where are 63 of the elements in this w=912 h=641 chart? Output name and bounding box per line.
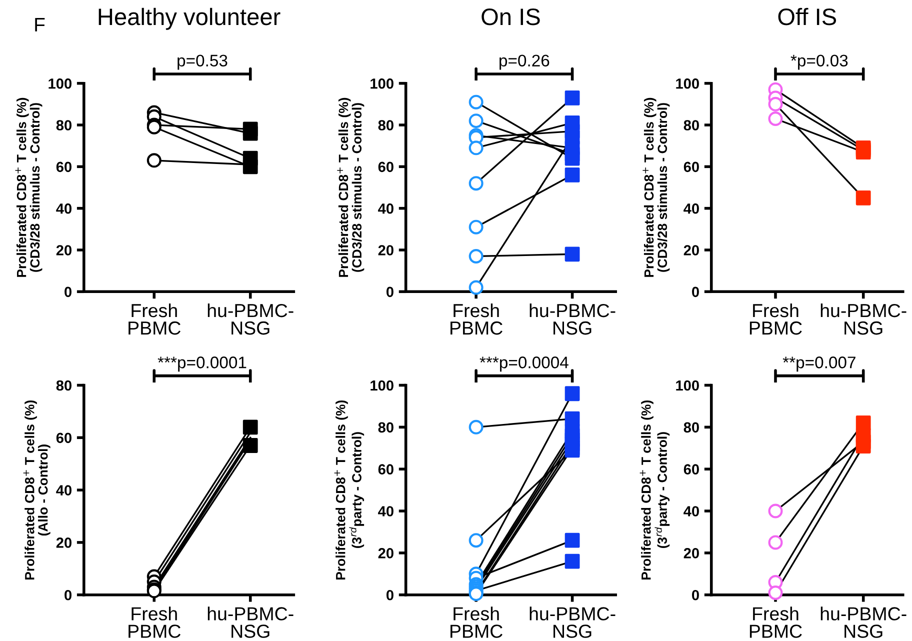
x-tick-label: hu-PBMC- NSG <box>208 606 294 638</box>
x-tick-label: Fresh PBMC <box>128 606 181 638</box>
y-tick-label: 60 <box>56 432 72 444</box>
y-tick-label: 80 <box>56 380 72 391</box>
y-tick-label: 60 <box>378 162 394 172</box>
text: ***p=0.0001 <box>158 356 246 372</box>
text: Proliferated CD8$^{+}$ T cells (%) (3$^{rd}$party - Control) <box>640 400 670 580</box>
chart-title: Healthy volunteer <box>98 8 280 30</box>
y-tick-label: 0 <box>64 286 72 298</box>
y-tick-label: 0 <box>386 590 394 600</box>
x-tick-label: Fresh PBMC <box>750 606 802 638</box>
y-tick-label: 80 <box>684 120 699 130</box>
y-tick-label: 60 <box>378 464 394 475</box>
text: Proliferated CD8$^{+}$ T cells (%) (3$^{rd}$party - Control) <box>334 400 364 580</box>
y-tick-label: 100 <box>370 380 394 391</box>
x-tick-label: hu-PBMC- NSG <box>530 606 616 638</box>
y-axis-title: Proliferated CD8$^{+}$ T cells (%) (CD3/28 stimulus - Control) <box>642 98 670 277</box>
x-tick-label: hu-PBMC- NSG <box>208 303 294 335</box>
y-tick-label: 100 <box>676 78 699 89</box>
y-tick-label: 60 <box>684 162 699 172</box>
y-tick-label: 40 <box>56 203 72 214</box>
y-tick-label: 0 <box>386 286 394 298</box>
y-tick-label: 60 <box>684 464 699 475</box>
y-axis-title: Proliferated CD8$^{+}$ T cells (%) (CD3/28 stimulus - Control) <box>337 98 364 277</box>
y-tick-label: 40 <box>56 485 72 496</box>
y-tick-label: 80 <box>56 120 72 130</box>
y-tick-label: 100 <box>676 380 699 391</box>
y-tick-label: 100 <box>370 78 394 89</box>
y-tick-label: 20 <box>378 548 394 558</box>
y-tick-label: 60 <box>56 162 72 172</box>
y-tick-label: 20 <box>56 538 72 548</box>
y-tick-label: 80 <box>378 120 394 130</box>
y-tick-label: 40 <box>684 506 699 516</box>
text: p=0.26 <box>500 54 550 70</box>
text: p=0.53 <box>178 54 228 70</box>
text: **p=0.007 <box>782 356 856 372</box>
text: F <box>35 18 45 32</box>
x-tick-label: hu-PBMC- NSG <box>820 606 906 638</box>
x-tick-label: Fresh PBMC <box>450 303 502 335</box>
text: ***p=0.0004 <box>480 356 568 372</box>
y-tick-label: 0 <box>692 590 699 600</box>
y-tick-label: 40 <box>378 203 394 214</box>
y-tick-label: 20 <box>378 245 394 256</box>
y-tick-label: 80 <box>378 422 394 433</box>
chart-title: Off IS <box>778 8 836 26</box>
x-tick-label: Fresh PBMC <box>750 303 802 335</box>
y-tick-label: 0 <box>64 590 72 600</box>
y-axis-title: Proliferated CD8$^{+}$ T cells (%) (Allo - Control) <box>23 400 50 580</box>
text: *p=0.03 <box>790 54 848 70</box>
y-tick-label: 0 <box>692 286 699 298</box>
y-tick-label: 100 <box>48 78 72 89</box>
chart-title: On IS <box>482 8 540 26</box>
y-tick-label: 20 <box>684 548 699 558</box>
x-tick-label: hu-PBMC- NSG <box>530 303 616 335</box>
y-axis-title: Proliferated CD8$^{+}$ T cells (%) (CD3/28 stimulus - Control) <box>15 98 42 277</box>
x-tick-label: Fresh PBMC <box>450 606 502 638</box>
y-tick-label: 80 <box>684 422 699 433</box>
x-tick-label: Fresh PBMC <box>128 303 181 335</box>
y-tick-label: 20 <box>56 245 72 256</box>
y-tick-label: 20 <box>684 245 699 256</box>
y-tick-label: 40 <box>684 203 699 214</box>
x-tick-label: hu-PBMC- NSG <box>820 303 906 335</box>
y-tick-label: 40 <box>378 506 394 516</box>
